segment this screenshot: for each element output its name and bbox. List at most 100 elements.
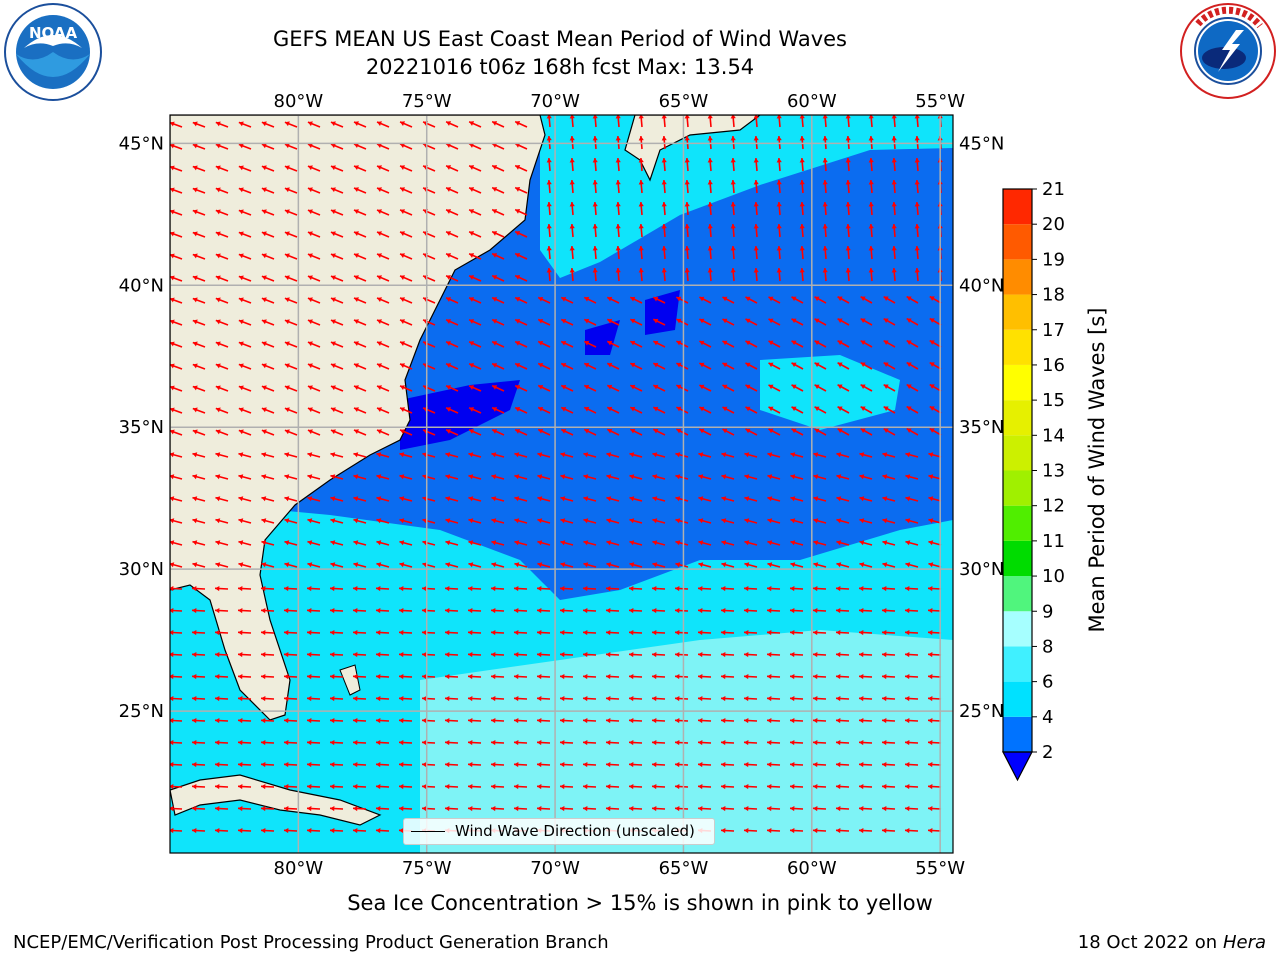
direction-arrow-head	[400, 363, 405, 368]
direction-arrow-head	[422, 695, 427, 702]
direction-arrow-head	[377, 363, 382, 368]
direction-arrow-head	[569, 202, 575, 207]
direction-arrow-head	[215, 452, 221, 458]
direction-arrow-head	[882, 805, 887, 812]
direction-arrow-head	[767, 805, 772, 812]
direction-arrow-head	[238, 783, 243, 790]
direction-arrow-head	[592, 246, 598, 251]
direction-arrow-head	[376, 518, 382, 524]
direction-arrow-head	[307, 474, 313, 480]
direction-arrow-head	[491, 540, 497, 546]
direction-arrow-head	[914, 224, 920, 229]
direction-arrow-head	[492, 121, 498, 126]
direction-arrow-head	[883, 428, 889, 433]
lon-label-bottom: 75°W	[402, 858, 452, 879]
direction-arrow-head	[376, 607, 381, 614]
direction-arrow-head	[546, 224, 552, 229]
colorbar-segment	[1003, 716, 1032, 752]
direction-arrow-head	[868, 158, 874, 163]
direction-arrow-head	[905, 540, 911, 546]
direction-arrow-head	[170, 121, 175, 127]
direction-arrow-head	[284, 429, 290, 435]
direction-arrow-head	[629, 474, 635, 480]
direction-arrow-head	[515, 429, 521, 434]
direction-arrow-head	[929, 318, 935, 323]
direction-arrow-head	[330, 629, 335, 636]
direction-arrow-head	[238, 496, 244, 502]
colorbar-tick-label: 9	[1042, 601, 1053, 622]
direction-arrow-head	[170, 297, 175, 303]
direction-arrow-head	[215, 231, 221, 237]
direction-arrow-head	[836, 695, 841, 702]
direction-arrow-head	[560, 673, 565, 680]
direction-arrow-head	[170, 717, 174, 724]
direction-arrow-head	[745, 384, 751, 390]
direction-arrow-head	[638, 136, 644, 141]
direction-arrow-head	[215, 275, 221, 281]
direction-arrow-head	[261, 805, 266, 812]
direction-arrow-head	[215, 319, 221, 325]
direction-arrow-head	[698, 805, 703, 812]
direction-arrow-head	[400, 341, 405, 346]
direction-arrow-head	[767, 562, 773, 568]
direction-arrow-head	[261, 407, 267, 413]
direction-arrow-head	[569, 268, 575, 273]
direction-arrow-head	[261, 297, 267, 303]
direction-arrow-head	[515, 165, 521, 170]
direction-arrow-head	[882, 562, 888, 568]
direction-arrow-head	[629, 761, 634, 768]
direction-arrow-head	[791, 428, 797, 434]
direction-arrow-head	[330, 805, 335, 812]
direction-arrow-head	[468, 783, 473, 790]
direction-arrow-head	[583, 562, 589, 568]
direction-arrow-head	[468, 496, 474, 502]
direction-arrow-head	[905, 673, 910, 680]
direction-arrow-head	[537, 761, 542, 768]
direction-arrow-head	[859, 562, 865, 568]
direction-arrow-head	[238, 363, 244, 369]
mid-period-zone-south	[420, 630, 953, 853]
direction-arrow-head	[676, 296, 682, 302]
direction-arrow-head	[399, 695, 404, 702]
direction-arrow-head	[514, 496, 520, 502]
direction-arrow-head	[675, 540, 681, 546]
direction-arrow-head	[376, 739, 381, 746]
direction-arrow-head	[860, 296, 866, 302]
direction-arrow-head	[469, 407, 475, 412]
direction-arrow-head	[652, 739, 657, 746]
direction-arrow-head	[238, 253, 244, 259]
direction-arrow-head	[721, 673, 726, 680]
colorbar-segment	[1003, 294, 1032, 330]
direction-arrow-head	[859, 585, 864, 592]
direction-arrow-head	[606, 673, 611, 680]
direction-arrow-head	[698, 452, 704, 458]
direction-arrow-head	[629, 673, 634, 680]
direction-arrow-head	[722, 340, 728, 346]
direction-arrow-head	[698, 629, 703, 636]
colorbar-tick-label: 13	[1042, 461, 1065, 482]
direction-arrow-head	[538, 318, 544, 324]
direction-arrow-head	[813, 607, 818, 614]
direction-arrow-head	[422, 739, 427, 746]
direction-arrow-head	[675, 452, 681, 458]
direction-arrow-head	[615, 136, 621, 141]
direction-arrow-head	[730, 224, 736, 229]
direction-arrow-head	[592, 180, 598, 185]
direction-arrow-head	[652, 651, 657, 658]
direction-arrow-head	[238, 805, 243, 812]
direction-arrow-head	[491, 607, 496, 614]
direction-arrow-head	[514, 562, 520, 568]
direction-arrow-head	[675, 585, 680, 592]
direction-arrow-head	[515, 187, 521, 192]
direction-arrow-head	[790, 695, 795, 702]
direction-arrow-head	[192, 518, 198, 524]
direction-arrow-head	[859, 673, 864, 680]
direction-arrow-head	[377, 253, 382, 258]
direction-arrow-head	[353, 297, 359, 303]
direction-arrow-head	[791, 362, 797, 368]
direction-arrow-head	[813, 717, 818, 724]
direction-arrow-head	[606, 607, 611, 614]
direction-arrow-head	[905, 761, 910, 768]
direction-arrow-head	[721, 585, 726, 592]
direction-arrow-head	[330, 341, 336, 347]
